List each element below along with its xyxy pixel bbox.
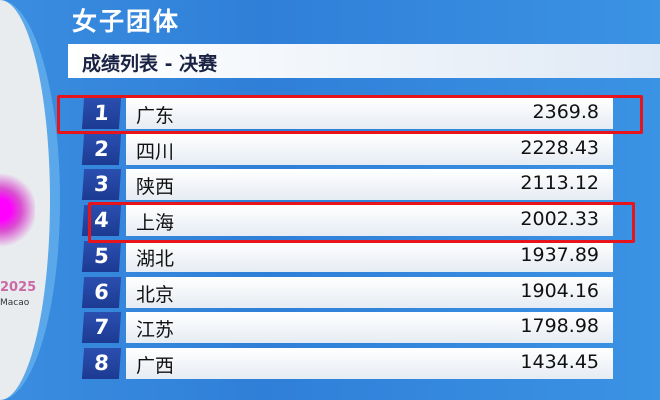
row-box: 广西 1434.45 xyxy=(126,347,613,379)
team-score: 2113.12 xyxy=(520,172,599,195)
event-title: 女子团体 xyxy=(72,7,181,36)
team-score: 1434.45 xyxy=(520,350,599,373)
team-score: 1937.89 xyxy=(520,243,599,266)
rank-badge: 7 xyxy=(81,312,122,344)
table-row: 5 湖北 1937.89 xyxy=(81,240,613,272)
row-box: 北京 1904.16 xyxy=(126,276,613,308)
table-row: 3 陕西 2113.12 xyxy=(81,169,613,201)
team-name: 湖北 xyxy=(136,247,175,270)
rank-badge: 8 xyxy=(81,347,122,379)
table-row: 2 四川 2228.43 xyxy=(81,133,613,165)
team-name: 广东 xyxy=(136,105,175,127)
row-box: 上海 2002.33 xyxy=(126,205,613,237)
highlight-box-4 xyxy=(88,202,635,243)
subtitle-bar: 成绩列表 - 决赛 xyxy=(68,44,660,78)
logo-place: Macao xyxy=(0,298,30,308)
team-name: 四川 xyxy=(136,140,175,163)
team-name: 上海 xyxy=(136,212,175,235)
row-box: 江苏 1798.98 xyxy=(126,312,613,344)
team-name: 江苏 xyxy=(136,319,175,342)
logo-year: 2025 xyxy=(0,280,37,295)
team-name: 广西 xyxy=(136,354,175,377)
team-score: 1904.16 xyxy=(520,279,599,302)
highlight-box-1 xyxy=(57,95,643,134)
team-score: 2002.33 xyxy=(520,208,599,231)
table-row: 8 广西 1434.45 xyxy=(81,347,613,379)
team-name: 北京 xyxy=(136,283,175,306)
rank-badge: 2 xyxy=(81,133,122,165)
row-box: 湖北 1937.89 xyxy=(126,240,613,272)
subtitle: 成绩列表 - 决赛 xyxy=(82,53,218,75)
team-name: 陕西 xyxy=(136,176,175,199)
rank-badge: 3 xyxy=(81,169,122,201)
table-row: 4 上海 2002.33 xyxy=(81,205,613,237)
row-box: 陕西 2113.12 xyxy=(126,169,613,201)
rank-badge: 5 xyxy=(81,240,122,272)
team-score: 1798.98 xyxy=(520,315,599,338)
row-box: 四川 2228.43 xyxy=(126,133,613,165)
rank-badge: 6 xyxy=(81,276,122,308)
table-row: 7 江苏 1798.98 xyxy=(81,312,613,344)
table-row: 1 广东 2369.8 xyxy=(81,98,613,129)
table-row: 6 北京 1904.16 xyxy=(81,276,613,308)
row-box: 广东 2369.8 xyxy=(126,98,613,129)
team-score: 2228.43 xyxy=(520,136,599,159)
team-score: 2369.8 xyxy=(532,101,599,123)
